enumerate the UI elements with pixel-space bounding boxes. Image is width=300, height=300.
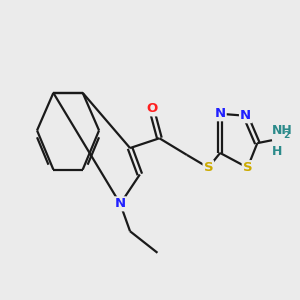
Text: S: S	[243, 161, 252, 174]
Text: O: O	[146, 102, 157, 116]
Text: N: N	[240, 109, 251, 122]
Text: 2: 2	[283, 131, 290, 140]
Text: NH: NH	[272, 124, 293, 137]
Text: N: N	[214, 107, 226, 120]
Text: N: N	[115, 197, 126, 210]
Text: H: H	[272, 145, 282, 158]
Text: S: S	[204, 161, 213, 174]
